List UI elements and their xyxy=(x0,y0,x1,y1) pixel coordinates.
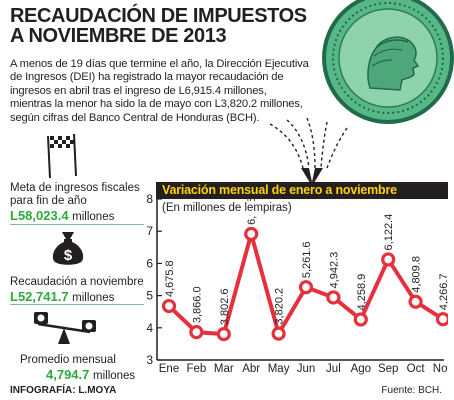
x-tick-label: Abr xyxy=(242,363,260,375)
divider xyxy=(10,304,158,305)
data-label: 3,866.0 xyxy=(191,286,203,323)
data-label: 4,258.9 xyxy=(356,274,368,311)
lead-paragraph: A menos de 19 días que termine el año, l… xyxy=(10,58,309,124)
meta-unit: millones xyxy=(72,211,115,223)
y-tick-label: 6 xyxy=(146,256,153,270)
recaudacion-unit: millones xyxy=(72,292,115,304)
data-label: 4,809.8 xyxy=(411,256,423,293)
data-point xyxy=(408,294,423,309)
promedio-value: 4,794.7 xyxy=(46,367,90,382)
meta-value: L58,023.4 xyxy=(10,208,69,223)
motion-arrows-icon xyxy=(269,118,348,186)
data-point xyxy=(435,312,448,327)
data-point xyxy=(381,252,396,267)
data-point xyxy=(189,325,204,340)
data-label: 4,266.7 xyxy=(438,274,448,311)
x-tick-label: Ene xyxy=(159,363,179,375)
x-tick-label: Jul xyxy=(326,363,341,375)
meta-value-line: L58,023.4 millones xyxy=(10,208,160,225)
checkered-flag-icon xyxy=(47,133,77,179)
y-tick-label: 7 xyxy=(146,224,153,238)
meta-block: Meta de ingresos fiscales para fin de añ… xyxy=(10,182,160,225)
chart-panel: 3 4 5 6 7 8 Ene Feb Mar Abr May Jun Jul Ago Sep Oct Nov… xyxy=(144,182,448,378)
x-tick-label: Feb xyxy=(186,363,206,375)
page-title: RECAUDACIÓN DE IMPUESTOS A NOVIEMBRE DE … xyxy=(10,5,307,47)
x-tick-label: Ago xyxy=(351,363,371,375)
recaudacion-block: Recaudación a noviembre L52,741.7 millon… xyxy=(10,276,160,306)
balance-scale-icon xyxy=(34,312,96,344)
recaudacion-label: Recaudación a noviembre xyxy=(10,276,144,288)
data-label: 5,261.6 xyxy=(301,241,313,278)
data-point xyxy=(161,298,177,314)
promedio-value-line: 4,794.7 millones xyxy=(20,367,170,384)
recaudacion-value: L52,741.7 xyxy=(10,289,69,304)
data-label: 3,820.2 xyxy=(274,288,286,325)
y-tick-label: 5 xyxy=(146,289,153,303)
meta-label: Meta de ingresos fiscales para fin de añ… xyxy=(10,182,140,207)
promedio-unit: millones xyxy=(93,370,136,382)
y-tick-label: 4 xyxy=(146,321,153,335)
money-bag-icon: $ xyxy=(52,232,84,265)
y-tick-label: 3 xyxy=(146,353,153,367)
data-label: 4,675.8 xyxy=(164,260,176,297)
chart-subtitle: (En millones de lempiras) xyxy=(162,201,292,215)
x-tick-label: Nov xyxy=(433,363,448,375)
recaudacion-value-line: L52,741.7 millones xyxy=(10,289,160,306)
y-tick-label: 8 xyxy=(146,192,153,206)
divider xyxy=(10,224,158,225)
data-label: 4,942.3 xyxy=(328,252,340,289)
data-label: 6,122.4 xyxy=(383,214,395,251)
chart-title: Variación mensual de enero a noviembre xyxy=(156,182,448,199)
promedio-label: Promedio mensual xyxy=(20,354,116,366)
data-point xyxy=(216,327,231,342)
data-point xyxy=(271,326,286,341)
promedio-block: Promedio mensual 4,794.7 millones xyxy=(20,354,170,384)
infographic-credit: INFOGRAFÍA: L.MOYA xyxy=(10,385,117,396)
data-point xyxy=(298,280,314,295)
data-label: 3,802.6 xyxy=(219,288,231,325)
coin-portrait-icon xyxy=(322,0,454,124)
data-point xyxy=(244,226,259,242)
data-point xyxy=(326,290,341,305)
x-tick-label: Oct xyxy=(407,363,426,375)
svg-text:$: $ xyxy=(64,247,73,264)
x-tick-label: Jun xyxy=(297,363,316,375)
data-point xyxy=(353,312,368,327)
x-tick-label: Mar xyxy=(214,363,234,375)
x-tick-label: May xyxy=(268,363,290,375)
source-note: Fuente: BCH. xyxy=(381,385,442,396)
x-tick-label: Sep xyxy=(378,363,398,375)
